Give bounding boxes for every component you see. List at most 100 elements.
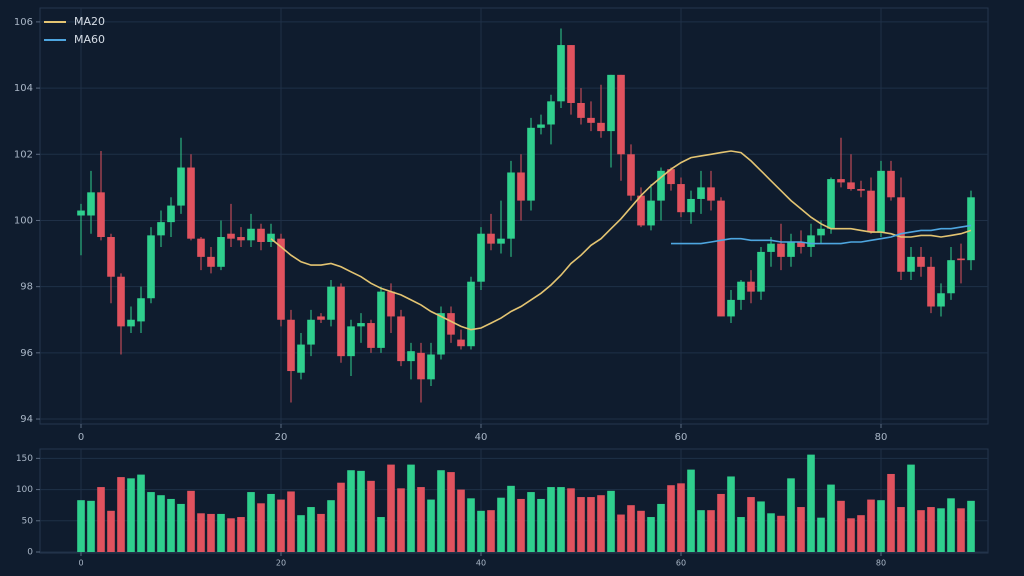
volume-bar <box>477 510 485 552</box>
candle-body <box>127 319 135 327</box>
volume-bar <box>407 464 415 552</box>
candle-body <box>567 45 575 103</box>
volume-bar <box>157 495 165 552</box>
volume-bar <box>307 507 315 552</box>
candle-body <box>267 233 275 242</box>
x-tick-label: 60 <box>675 432 688 443</box>
y-tick-label: 98 <box>20 282 33 293</box>
volume-bar <box>137 474 145 552</box>
volume-bar <box>437 470 445 552</box>
volume-bar <box>467 498 475 552</box>
volume-bar <box>807 454 815 552</box>
candle-body <box>207 256 215 267</box>
candle-body <box>457 339 465 347</box>
candle-body <box>537 124 545 128</box>
candle-body <box>657 170 665 201</box>
volume-bar <box>607 490 615 552</box>
volume-bar <box>857 515 865 552</box>
candle-body <box>197 238 205 257</box>
candle-body <box>437 313 445 355</box>
candle-body <box>757 251 765 292</box>
volume-bar <box>147 492 155 552</box>
volume-bar <box>207 513 215 552</box>
volume-bar <box>727 476 735 552</box>
volume-bar <box>887 473 895 552</box>
candle-body <box>147 235 155 299</box>
volume-bar <box>707 510 715 552</box>
volume-bar <box>957 508 965 552</box>
candle-body <box>667 169 675 185</box>
volume-bar <box>517 498 525 552</box>
candle-body <box>347 326 355 357</box>
volume-bar <box>287 491 295 552</box>
candle-body <box>797 241 805 247</box>
volume-bar <box>317 513 325 552</box>
legend-label: MA20 <box>74 15 105 28</box>
volume-bar <box>947 498 955 552</box>
volume-bar <box>257 503 265 552</box>
volume-bar <box>757 501 765 552</box>
candle-body <box>637 195 645 226</box>
volume-bar <box>697 510 705 552</box>
x-tick-label: 0 <box>78 559 83 568</box>
volume-bar <box>577 497 585 552</box>
x-tick-label: 40 <box>475 432 488 443</box>
candle-body <box>697 187 705 199</box>
candle-body <box>497 238 505 244</box>
candle-body <box>727 299 735 317</box>
candle-body <box>377 291 385 348</box>
volume-bar <box>197 513 205 552</box>
volume-bar <box>737 517 745 552</box>
volume-bar <box>267 493 275 552</box>
legend-label: MA60 <box>74 33 105 46</box>
volume-bar <box>177 503 185 552</box>
candle-body <box>477 233 485 282</box>
candle-body <box>847 182 855 190</box>
y-tick-label: 96 <box>20 348 33 359</box>
candle-body <box>317 316 325 320</box>
candle-body <box>227 233 235 239</box>
ma-line <box>270 150 972 331</box>
volume-bar <box>897 507 905 552</box>
candle-body <box>887 170 895 198</box>
candle-body <box>857 189 865 191</box>
volume-bar <box>97 487 105 552</box>
y-tick-label: 106 <box>14 17 33 28</box>
candle-body <box>547 101 555 125</box>
candle-body <box>447 313 455 335</box>
volume-bar <box>787 478 795 552</box>
volume-bar <box>587 497 595 552</box>
volume-bar <box>167 498 175 552</box>
candle-body <box>107 237 115 277</box>
candle-body <box>257 228 265 242</box>
candle-body <box>117 276 125 327</box>
candle-body <box>77 210 85 216</box>
y-tick-label: 100 <box>16 485 33 495</box>
volume-bar <box>797 507 805 552</box>
volume-bar <box>567 488 575 552</box>
volume-bar <box>677 483 685 552</box>
x-tick-label: 60 <box>676 559 686 568</box>
x-tick-label: 0 <box>78 432 84 443</box>
volume-bar <box>337 482 345 552</box>
candle-body <box>397 316 405 362</box>
x-tick-label: 80 <box>875 432 888 443</box>
candle-body <box>807 235 815 247</box>
x-tick-label: 20 <box>276 559 286 568</box>
volume-bar <box>597 495 605 552</box>
volume-bar <box>907 464 915 552</box>
candle-body <box>557 45 565 102</box>
volume-bar <box>877 500 885 552</box>
candle-body <box>687 198 695 213</box>
candle-body <box>607 74 615 132</box>
candle-body <box>777 243 785 257</box>
volume-bar <box>217 513 225 552</box>
volume-bar <box>937 508 945 552</box>
candle-body <box>297 344 305 373</box>
candle-body <box>337 286 345 357</box>
candle-body <box>917 256 925 267</box>
volume-bar <box>657 503 665 552</box>
volume-bar <box>487 510 495 552</box>
